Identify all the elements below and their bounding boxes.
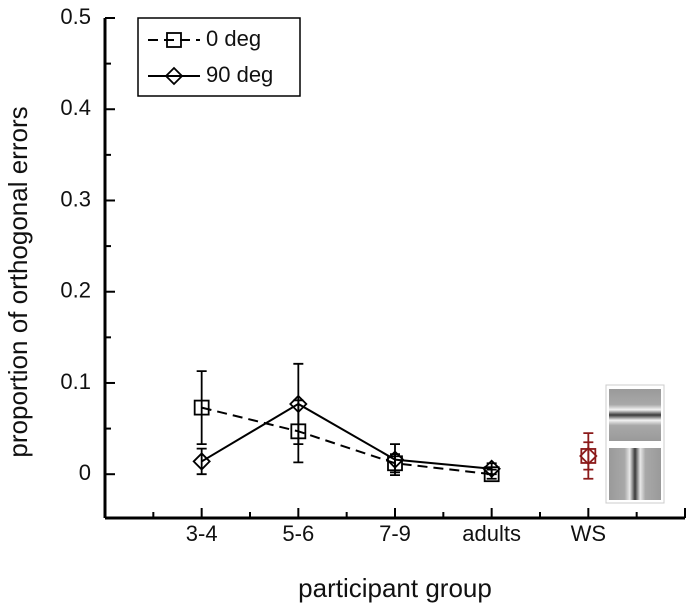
y-tick-label: 0 [79,460,91,485]
stimulus-images [605,384,665,504]
series-line [201,402,492,470]
y-tick-label: 0.4 [60,95,91,120]
x-axis-title: participant group [298,573,492,603]
error-bar [293,362,304,445]
y-tick-label: 0.2 [60,278,91,303]
x-tick-label: 7-9 [379,521,411,546]
x-tick-label: 5-6 [282,521,314,546]
x-tick-label: adults [462,521,521,546]
data-point [289,394,308,414]
data-point [579,446,598,466]
legend-label: 0 deg [206,26,261,51]
data-point [192,452,211,471]
data-point [385,450,405,469]
error-bar [583,432,594,480]
error-bar [196,370,207,445]
legend [137,17,301,97]
error-bar [390,443,400,477]
legend-marker [164,66,184,86]
series-line [201,406,492,476]
y-axis-title: proportion of orthogonal errors [3,106,33,457]
data-point [193,399,210,416]
y-tick-label: 0.5 [60,4,91,29]
x-tick-label: WS [571,521,606,546]
legend-marker [166,32,182,48]
y-tick-label: 0.3 [60,186,91,211]
legend-label: 90 deg [206,62,273,87]
data-point [482,459,501,479]
y-tick-label: 0.1 [60,369,91,394]
x-tick-label: 3-4 [186,521,218,546]
